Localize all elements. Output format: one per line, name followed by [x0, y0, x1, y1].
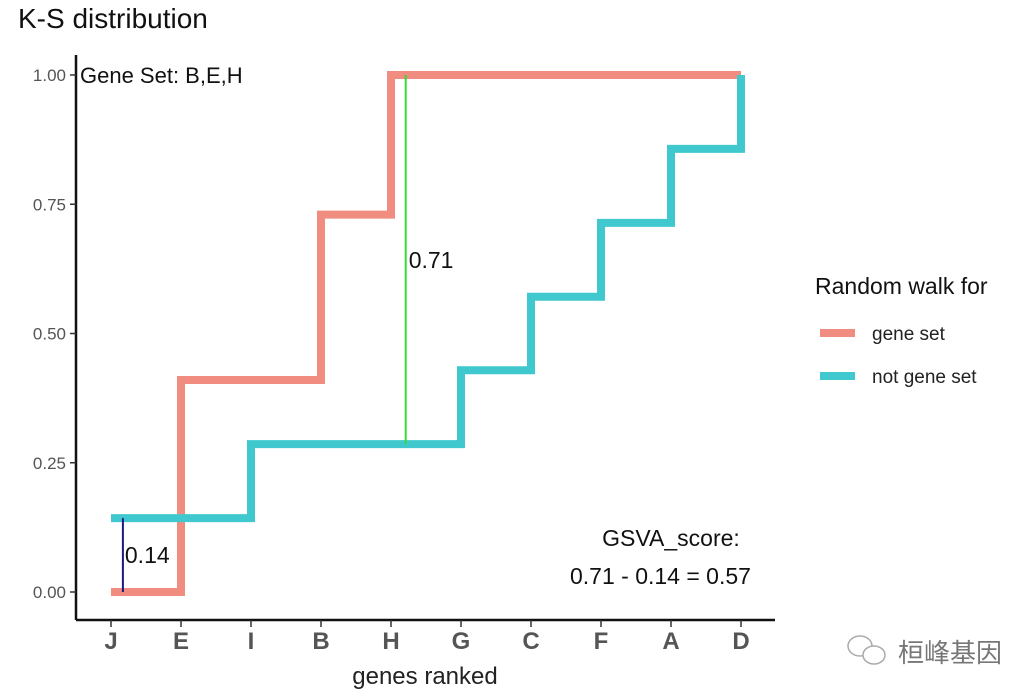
gene-set-annotation: Gene Set: B,E,H — [80, 63, 243, 88]
max-deviation-label: 0.71 — [409, 247, 454, 273]
series-line-not-gene-set — [111, 75, 745, 523]
x-tick-label-H: H — [382, 628, 399, 655]
x-tick-label-I: I — [248, 628, 255, 655]
y-tick-label: 0.50 — [33, 325, 66, 344]
y-tick-label: 0.00 — [33, 583, 66, 602]
y-tick-label: 0.75 — [33, 195, 66, 214]
watermark: 桓峰基因 — [847, 635, 1002, 668]
x-tick-label-A: A — [662, 628, 679, 655]
legend-title: Random walk for — [815, 273, 988, 299]
x-axis-label: genes ranked — [352, 663, 497, 690]
x-tick-label-J: J — [104, 628, 117, 655]
x-tick-label-D: D — [732, 628, 749, 655]
series-line-gene-set — [111, 71, 741, 596]
y-tick-label: 0.25 — [33, 454, 66, 473]
legend-label-not-gene-set: not gene set — [872, 367, 977, 388]
x-tick-label-G: G — [452, 628, 471, 655]
watermark-text: 桓峰基因 — [898, 638, 1002, 668]
gsva-score-formula: 0.71 - 0.14 = 0.57 — [570, 563, 751, 589]
chart-title: K-S distribution — [18, 3, 208, 34]
min-deviation-label: 0.14 — [125, 542, 170, 568]
x-tick-label-E: E — [173, 628, 189, 655]
legend-label-gene-set: gene set — [872, 324, 946, 345]
y-tick-label: 1.00 — [33, 66, 66, 85]
x-tick-label-C: C — [522, 628, 539, 655]
wechat-icon — [847, 635, 886, 665]
x-tick-label-F: F — [594, 628, 609, 655]
x-tick-label-B: B — [312, 628, 329, 655]
gsva-score-title: GSVA_score: — [602, 525, 740, 551]
